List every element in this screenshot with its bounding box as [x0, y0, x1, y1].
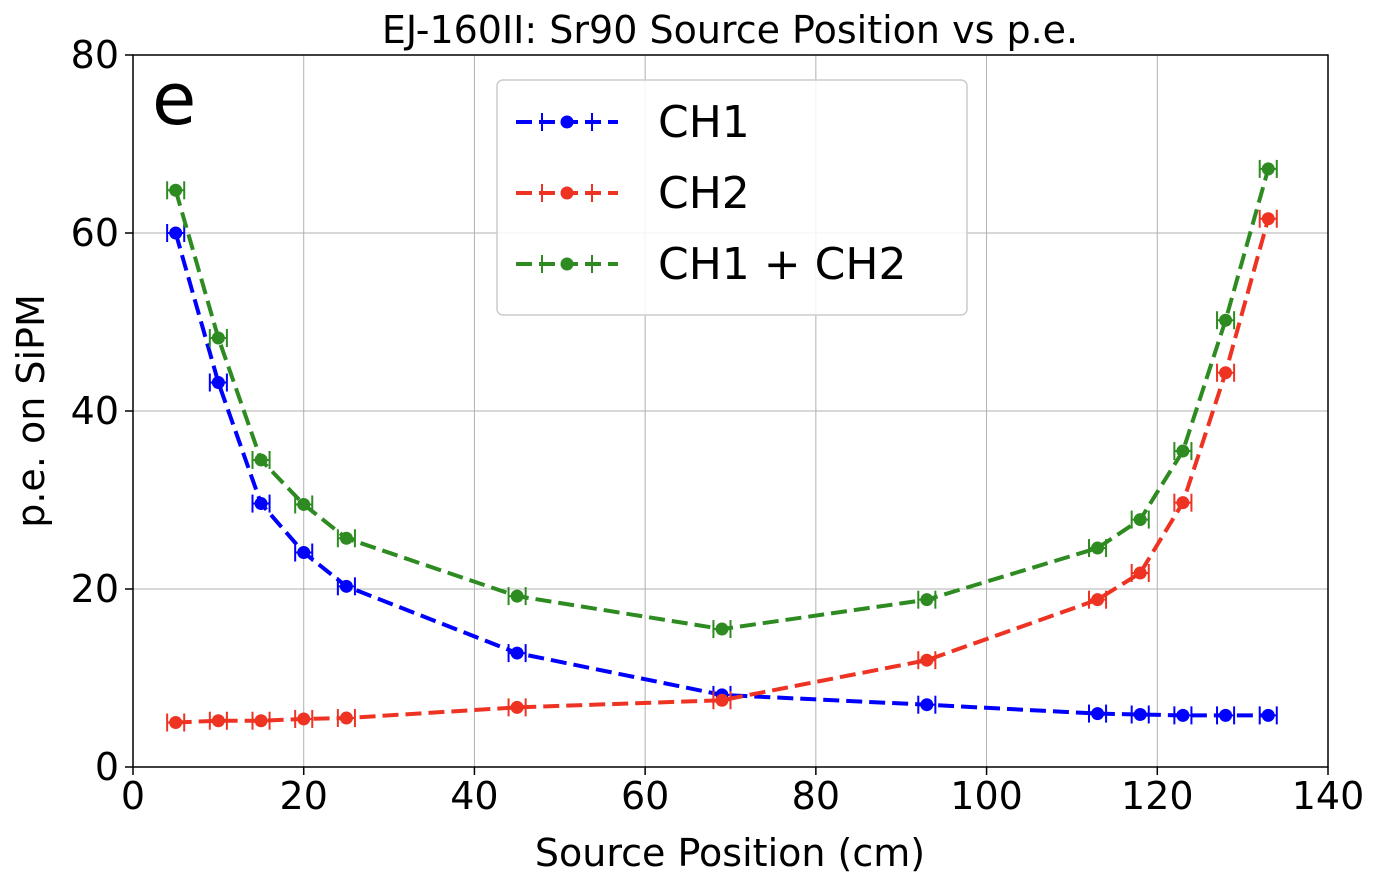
chart-title: EJ-160II: Sr90 Source Position vs p.e.	[382, 8, 1078, 52]
data-point-ch2	[1261, 212, 1275, 226]
data-point-ch2	[254, 714, 268, 728]
data-point-ch1	[211, 376, 225, 390]
data-point-ch1	[297, 546, 311, 560]
data-point-ch2	[1133, 566, 1147, 580]
data-point-ch2	[211, 714, 225, 728]
panel-label: e	[152, 57, 196, 141]
legend-frame	[496, 79, 968, 316]
legend-entries: CH1 CH2 CH1 + CH2	[516, 97, 906, 290]
data-point-ch1	[1219, 708, 1233, 722]
legend: CH1 CH2 CH1 + CH2	[496, 79, 968, 316]
legend-marker-ch2	[560, 186, 574, 200]
legend-marker-ch1-ch2	[560, 257, 574, 271]
data-point-ch2	[169, 716, 183, 729]
data-point-ch1	[254, 497, 268, 511]
y-tick-label: 80	[71, 33, 119, 77]
y-tick-label: 0	[95, 745, 119, 789]
legend-label-ch2: CH2	[658, 168, 750, 219]
data-point-ch2	[920, 653, 934, 667]
data-point-ch1-ch2	[1219, 313, 1233, 327]
x-axis-label: Source Position (cm)	[535, 831, 925, 875]
data-point-ch1-ch2	[1176, 444, 1190, 458]
legend-label-ch1: CH1	[658, 97, 750, 148]
x-tick-label: 20	[280, 774, 328, 818]
y-tick-label: 60	[71, 211, 119, 255]
data-point-ch1	[339, 579, 353, 593]
data-point-ch1-ch2	[254, 453, 268, 467]
data-point-ch1-ch2	[211, 331, 225, 345]
data-point-ch1-ch2	[1091, 541, 1105, 555]
legend-marker-ch1	[560, 115, 574, 129]
legend-label-ch1-ch2: CH1 + CH2	[658, 239, 906, 290]
data-point-ch1	[510, 646, 524, 660]
data-point-ch1-ch2	[1261, 162, 1275, 176]
data-point-ch2	[339, 711, 353, 725]
y-tick-label: 20	[71, 567, 119, 611]
y-tick-label: 40	[71, 389, 119, 433]
data-point-ch1	[1091, 707, 1105, 721]
data-point-ch2	[1176, 496, 1190, 510]
data-point-ch1	[920, 698, 934, 712]
data-point-ch1-ch2	[920, 593, 934, 607]
data-point-ch1	[1261, 708, 1275, 722]
data-point-ch1	[169, 226, 183, 240]
x-tick-label: 60	[621, 774, 669, 818]
data-point-ch1-ch2	[1133, 513, 1147, 527]
y-axis-label: p.e. on SiPM	[9, 294, 53, 528]
x-tick-label: 100	[950, 774, 1023, 818]
x-tick-label: 140	[1292, 774, 1365, 818]
tick-layer: 0 20 40 60 80 100 120 140 0 20 40 60 80	[71, 33, 1365, 818]
data-point-ch1-ch2	[510, 589, 524, 603]
data-point-ch1-ch2	[169, 183, 183, 197]
x-tick-label: 0	[121, 774, 145, 818]
data-point-ch1-ch2	[339, 531, 353, 545]
data-point-ch2	[1219, 366, 1233, 380]
series-layer	[166, 159, 1278, 732]
data-point-ch1	[1133, 707, 1147, 721]
data-point-ch2	[510, 700, 524, 714]
data-point-ch2	[297, 712, 311, 726]
data-point-ch1-ch2	[715, 622, 729, 636]
data-point-ch2	[1091, 593, 1105, 607]
x-tick-label: 120	[1121, 774, 1194, 818]
data-point-ch1-ch2	[297, 497, 311, 511]
x-tick-label: 40	[450, 774, 498, 818]
data-point-ch1	[1176, 708, 1190, 722]
x-tick-label: 80	[792, 774, 840, 818]
data-point-ch2	[715, 693, 729, 707]
